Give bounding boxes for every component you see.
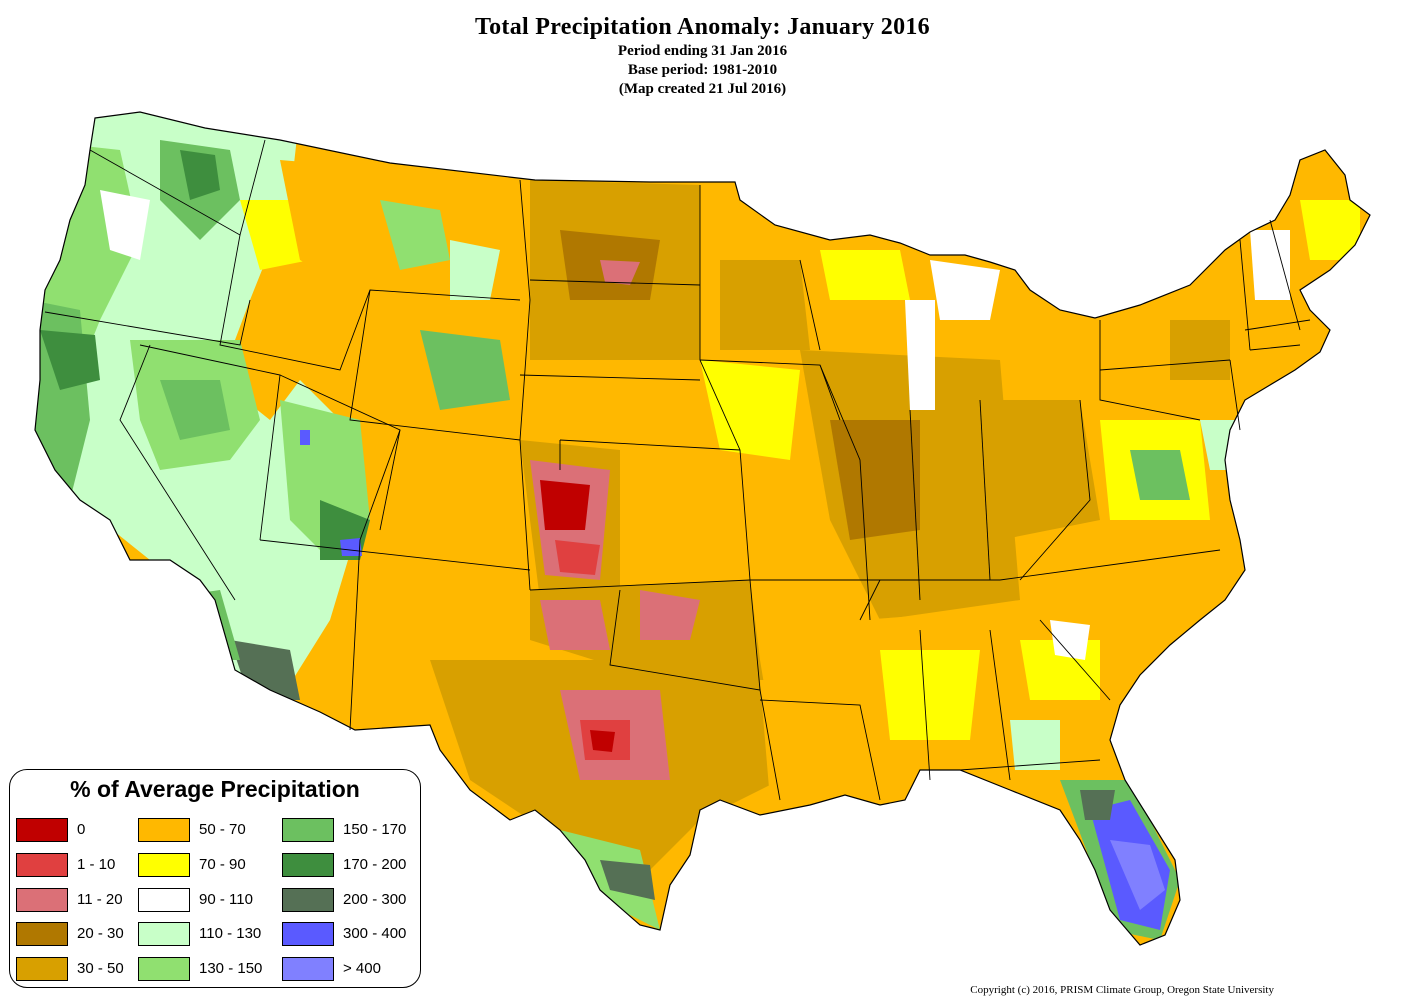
- legend-swatch: [16, 818, 68, 842]
- subtitle-base: Base period: 1981-2010: [627, 62, 778, 78]
- legend-swatch: [282, 888, 334, 912]
- legend-swatch: [138, 818, 190, 842]
- legend-swatch: [138, 922, 190, 946]
- legend-label: 90 - 110: [199, 891, 253, 908]
- legend-swatch: [138, 888, 190, 912]
- legend-swatch: [282, 922, 334, 946]
- legend-swatch: [282, 818, 334, 842]
- subtitle-created: (Map created 21 Jul 2016): [618, 81, 787, 97]
- legend: % of Average Precipitation 0 1 - 10 11 -…: [9, 769, 421, 988]
- legend-label: 70 - 90: [199, 856, 246, 873]
- map-titles: Total Precipitation Anomaly: January 201…: [0, 12, 1405, 99]
- legend-label: 130 - 150: [199, 960, 263, 977]
- legend-label: 150 - 170: [343, 821, 407, 838]
- legend-label: 30 - 50: [77, 960, 124, 977]
- legend-title: % of Average Precipitation: [70, 776, 360, 802]
- legend-swatch: [138, 957, 190, 981]
- legend-label: 11 - 20: [77, 891, 123, 908]
- legend-swatch: [16, 957, 68, 981]
- legend-label: 1 - 10: [77, 856, 116, 873]
- legend-swatch: [16, 853, 68, 877]
- legend-label: 110 - 130: [199, 925, 262, 942]
- legend-label: > 400: [343, 960, 381, 977]
- legend-label: 0: [77, 821, 86, 838]
- subtitle-period: Period ending 31 Jan 2016: [617, 43, 788, 59]
- legend-label: 200 - 300: [343, 891, 407, 908]
- legend-label: 300 - 400: [343, 925, 407, 942]
- legend-swatch: [282, 853, 334, 877]
- legend-label: 170 - 200: [343, 856, 407, 873]
- legend-swatch: [16, 922, 68, 946]
- legend-label: 50 - 70: [199, 821, 246, 838]
- legend-label: 20 - 30: [77, 925, 124, 942]
- legend-swatch: [282, 957, 334, 981]
- page-title: Total Precipitation Anomaly: January 201…: [475, 14, 930, 40]
- legend-swatch: [16, 888, 68, 912]
- legend-swatch: [138, 853, 190, 877]
- copyright-notice: Copyright (c) 2016, PRISM Climate Group,…: [970, 984, 1274, 996]
